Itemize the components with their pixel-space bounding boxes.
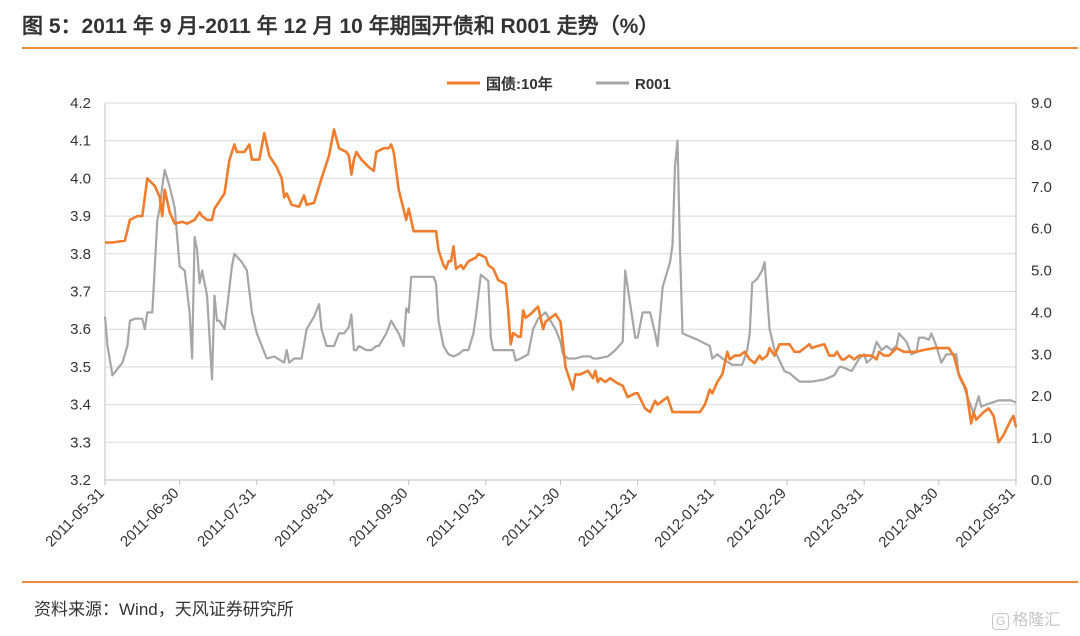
y-left-tick-label: 4.0 — [70, 170, 91, 187]
series-line-bond-10y — [105, 128, 1018, 444]
source-note: 资料来源：Wind，天风证券研究所 — [34, 600, 294, 619]
y-left-tick-label: 4.2 — [70, 95, 91, 112]
y-right-tick-label: 8.0 — [1031, 137, 1052, 154]
x-tick-label: 2012-01-31 — [651, 485, 717, 551]
y-right-tick-label: 6.0 — [1031, 221, 1052, 238]
x-tick-label: 2011-08-31 — [271, 485, 336, 550]
y-right-tick-label: 9.0 — [1031, 95, 1052, 112]
y-left-tick-label: 3.6 — [70, 321, 91, 338]
y-right-tick-label: 5.0 — [1031, 263, 1052, 280]
x-tick-label: 2011-05-31 — [42, 485, 107, 550]
y-left-tick-label: 3.2 — [70, 472, 91, 489]
x-tick-label: 2012-05-31 — [953, 485, 1019, 551]
legend: 国债:10年 R001 — [447, 75, 671, 93]
watermark-logo-icon: G — [992, 613, 1010, 630]
y-axis-right-labels: 0.0 1.0 2.0 3.0 4.0 5.0 6.0 7.0 8.0 9.0 — [1031, 95, 1052, 489]
y-left-tick-label: 3.8 — [70, 246, 91, 263]
y-left-tick-label: 3.7 — [70, 284, 91, 301]
y-right-tick-label: 7.0 — [1031, 179, 1052, 196]
y-left-tick-label: 3.9 — [70, 208, 91, 225]
gridlines — [104, 102, 1017, 481]
x-tick-label: 2011-10-31 — [423, 485, 488, 550]
y-right-tick-label: 1.0 — [1031, 430, 1052, 447]
x-tick-label: 2011-09-30 — [346, 485, 411, 550]
x-tick-label: 2011-07-31 — [194, 485, 259, 550]
x-axis-labels: 2011-05-31 2011-06-30 2011-07-31 2011-08-31… — [42, 480, 1019, 551]
watermark-text: 格隆汇 — [1012, 612, 1061, 629]
y-left-tick-label: 3.5 — [70, 359, 91, 376]
title-divider — [22, 47, 1078, 49]
y-left-tick-label: 3.4 — [70, 397, 91, 414]
x-tick-label: 2012-03-31 — [801, 485, 867, 551]
y-axis-left-labels: 3.2 3.3 3.4 3.5 3.6 3.7 3.8 3.9 4.0 4.1 4.2 — [70, 95, 91, 489]
series-lines — [103, 128, 1018, 444]
y-right-tick-label: 2.0 — [1031, 388, 1052, 405]
x-tick-label: 2011-11-30 — [499, 485, 564, 550]
chart-canvas: 3.2 3.3 3.4 3.5 3.6 3.7 3.8 3.9 4.0 4.1 4.2 0.0 1.0… — [42, 75, 1052, 551]
legend-label: R001 — [635, 76, 671, 93]
x-tick-label: 2012-02-29 — [724, 485, 790, 551]
chart-title: 图 5：2011 年 9 月-2011 年 12 月 10 年期国开债和 R00… — [22, 15, 660, 38]
y-left-tick-label: 4.1 — [70, 133, 91, 150]
series-line-r001 — [103, 139, 1017, 415]
legend-label: 国债:10年 — [486, 75, 553, 93]
footer-divider — [22, 581, 1078, 583]
y-right-tick-label: 0.0 — [1031, 472, 1052, 489]
watermark: G 格隆汇 — [992, 606, 1060, 630]
x-tick-label: 2011-06-30 — [117, 485, 182, 550]
y-right-tick-label: 3.0 — [1031, 346, 1052, 363]
y-right-tick-label: 4.0 — [1031, 304, 1052, 321]
y-left-tick-label: 3.3 — [70, 434, 91, 451]
x-tick-label: 2012-04-30 — [875, 485, 941, 551]
x-tick-label: 2011-12-31 — [575, 485, 640, 550]
